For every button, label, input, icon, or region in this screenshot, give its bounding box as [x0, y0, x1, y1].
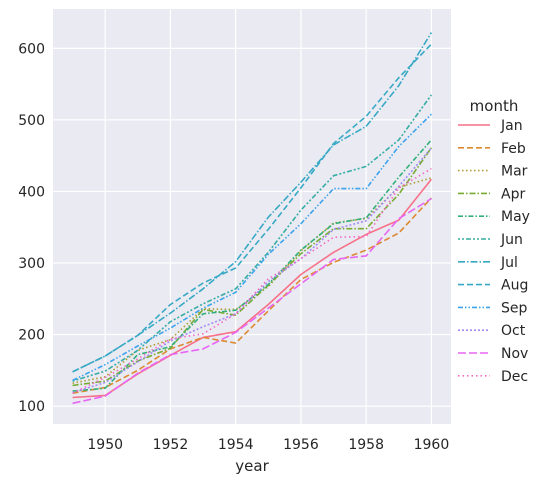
legend-label-sep: Sep [501, 300, 528, 316]
legend-label-jul: Jul [500, 255, 518, 271]
x-tick-label: 1952 [153, 437, 189, 453]
series-line-dec [72, 167, 432, 394]
legend-label-may: May [501, 209, 530, 225]
grid-lines [53, 9, 451, 424]
series-line-mar [72, 177, 432, 384]
x-tick-label: 1950 [87, 437, 123, 453]
series-line-feb [72, 197, 432, 394]
series-line-aug [72, 43, 432, 373]
legend-label-jun: Jun [500, 232, 523, 248]
series-line-sep [72, 113, 432, 382]
series-lines [72, 32, 433, 405]
x-axis-label: year [235, 457, 269, 475]
x-tick-label: 1954 [218, 437, 254, 453]
y-tick-label: 600 [18, 41, 45, 57]
x-tick-label: 1960 [414, 437, 450, 453]
x-tick-label: 1958 [348, 437, 384, 453]
legend-label-nov: Nov [501, 346, 528, 362]
y-tick-label: 500 [18, 113, 45, 129]
legend-label-apr: Apr [501, 186, 525, 202]
series-line-oct [72, 147, 433, 394]
y-tick-label: 200 [18, 328, 45, 344]
legend-label-mar: Mar [501, 164, 528, 180]
x-tick-label: 1956 [283, 437, 319, 453]
series-line-nov [72, 197, 432, 405]
plot-background [53, 9, 451, 424]
y-tick-label: 300 [18, 256, 45, 272]
legend-label-dec: Dec [501, 369, 528, 385]
legend-label-aug: Aug [501, 278, 528, 294]
series-line-apr [72, 147, 433, 387]
legend-items: Jan Feb Mar Apr May Jun Jul Aug Sep Oct Nov Dec [458, 118, 530, 385]
series-line-jun [72, 94, 433, 382]
legend-title: month [470, 97, 519, 115]
y-tick-label: 400 [18, 184, 45, 200]
x-tick-labels: 1950 1952 1954 1956 1958 1960 [87, 437, 449, 453]
y-tick-labels: 100 200 300 400 500 600 [18, 41, 45, 415]
legend-label-oct: Oct [501, 323, 526, 339]
legend-label-jan: Jan [500, 118, 523, 134]
legend-label-feb: Feb [501, 141, 526, 157]
y-tick-label: 100 [18, 399, 45, 415]
legend: month Jan Feb Mar Apr May Jun Jul Aug Sep Oct Nov D… [458, 97, 530, 385]
